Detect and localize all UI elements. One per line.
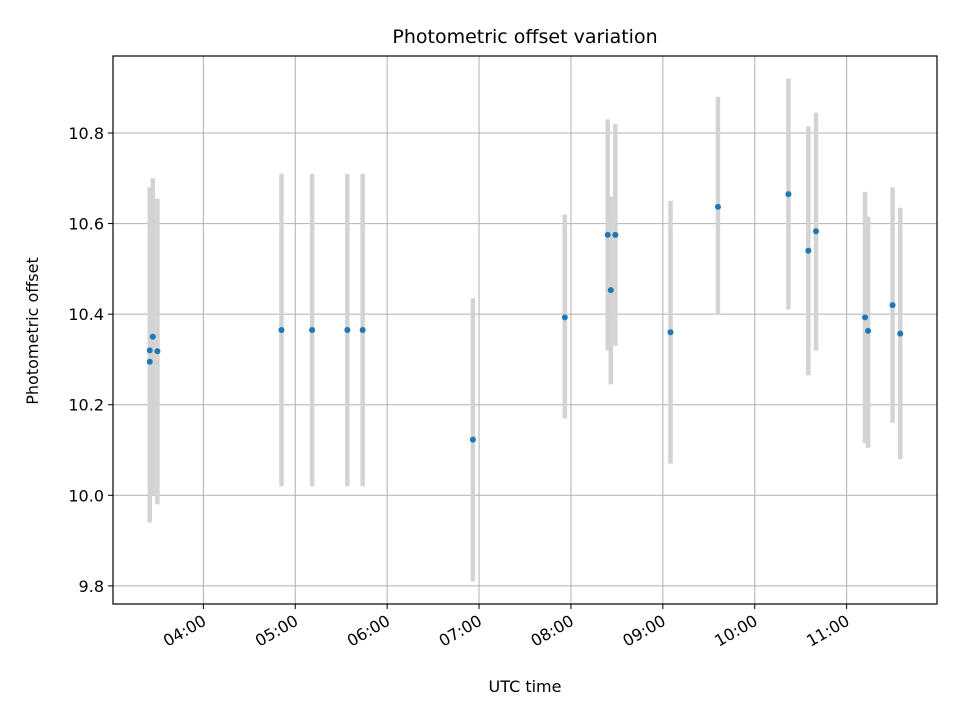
data-point — [714, 203, 721, 210]
data-point — [862, 314, 869, 321]
plot-frame — [112, 55, 938, 605]
y-tick-label: 10.8 — [68, 124, 104, 143]
data-point — [469, 436, 476, 443]
data-points — [146, 191, 904, 443]
data-point — [278, 327, 285, 333]
data-point — [607, 287, 614, 294]
y-tick-label: 9.8 — [79, 577, 104, 596]
data-point — [897, 330, 904, 337]
y-tick-label: 10.6 — [68, 215, 104, 234]
data-point — [612, 231, 619, 238]
data-point — [604, 231, 611, 238]
y-axis-label: Photometric offset — [23, 257, 42, 405]
x-axis-label: UTC time — [489, 677, 562, 696]
chart-title: Photometric offset variation — [392, 26, 657, 48]
data-point — [146, 358, 153, 365]
data-point — [149, 333, 156, 340]
data-point — [865, 327, 872, 334]
grid — [113, 56, 937, 604]
data-point — [309, 327, 316, 333]
data-point — [785, 191, 792, 198]
y-axis: 9.8 10.0 10.2 10.4 10.6 10.8 — [68, 124, 113, 596]
data-point — [805, 247, 812, 254]
data-point — [154, 348, 161, 355]
data-point — [561, 314, 568, 321]
data-point — [813, 228, 820, 235]
data-point — [359, 327, 366, 333]
data-point — [146, 347, 153, 354]
data-point — [344, 327, 351, 333]
data-point — [889, 302, 896, 309]
data-point — [667, 329, 674, 336]
y-tick-label: 10.0 — [68, 486, 104, 505]
y-tick-label: 10.4 — [68, 305, 104, 324]
y-tick-label: 10.2 — [68, 396, 104, 415]
